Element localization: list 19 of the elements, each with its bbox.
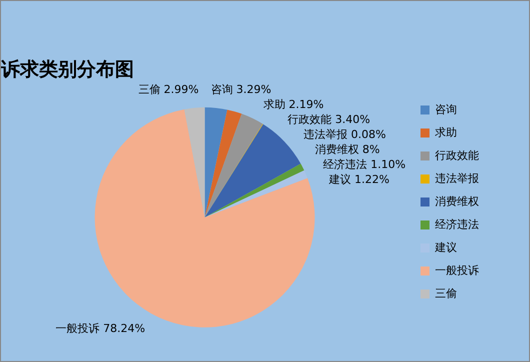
chart-title: 诉求类别分布图 [0, 58, 134, 80]
category-label: 经济违法 1.10% [323, 158, 406, 171]
category-label: 消费维权 8% [314, 142, 380, 156]
legend-label: 求助 [435, 126, 457, 139]
legend-label: 消费维权 [435, 194, 479, 208]
legend-label: 违法举报 [435, 172, 479, 185]
legend-label: 三偷 [435, 286, 457, 300]
category-label: 违法举报 0.08% [303, 128, 386, 141]
category-label: 咨询 3.29% [210, 82, 272, 96]
legend-label: 建议 [434, 240, 457, 254]
legend-label: 一般投诉 [435, 264, 479, 277]
legend-label: 经济违法 [435, 218, 479, 231]
legend-label: 行政效能 [435, 148, 479, 162]
category-label: 行政效能 3.40% [288, 112, 370, 126]
category-label: 建议 1.22% [329, 172, 390, 186]
legend-label: 咨询 [435, 102, 457, 116]
category-label: 一般投诉 78.24% [56, 322, 146, 336]
category-label: 求助 2.19% [263, 98, 324, 111]
category-label: 三偷 2.99% [138, 82, 199, 96]
